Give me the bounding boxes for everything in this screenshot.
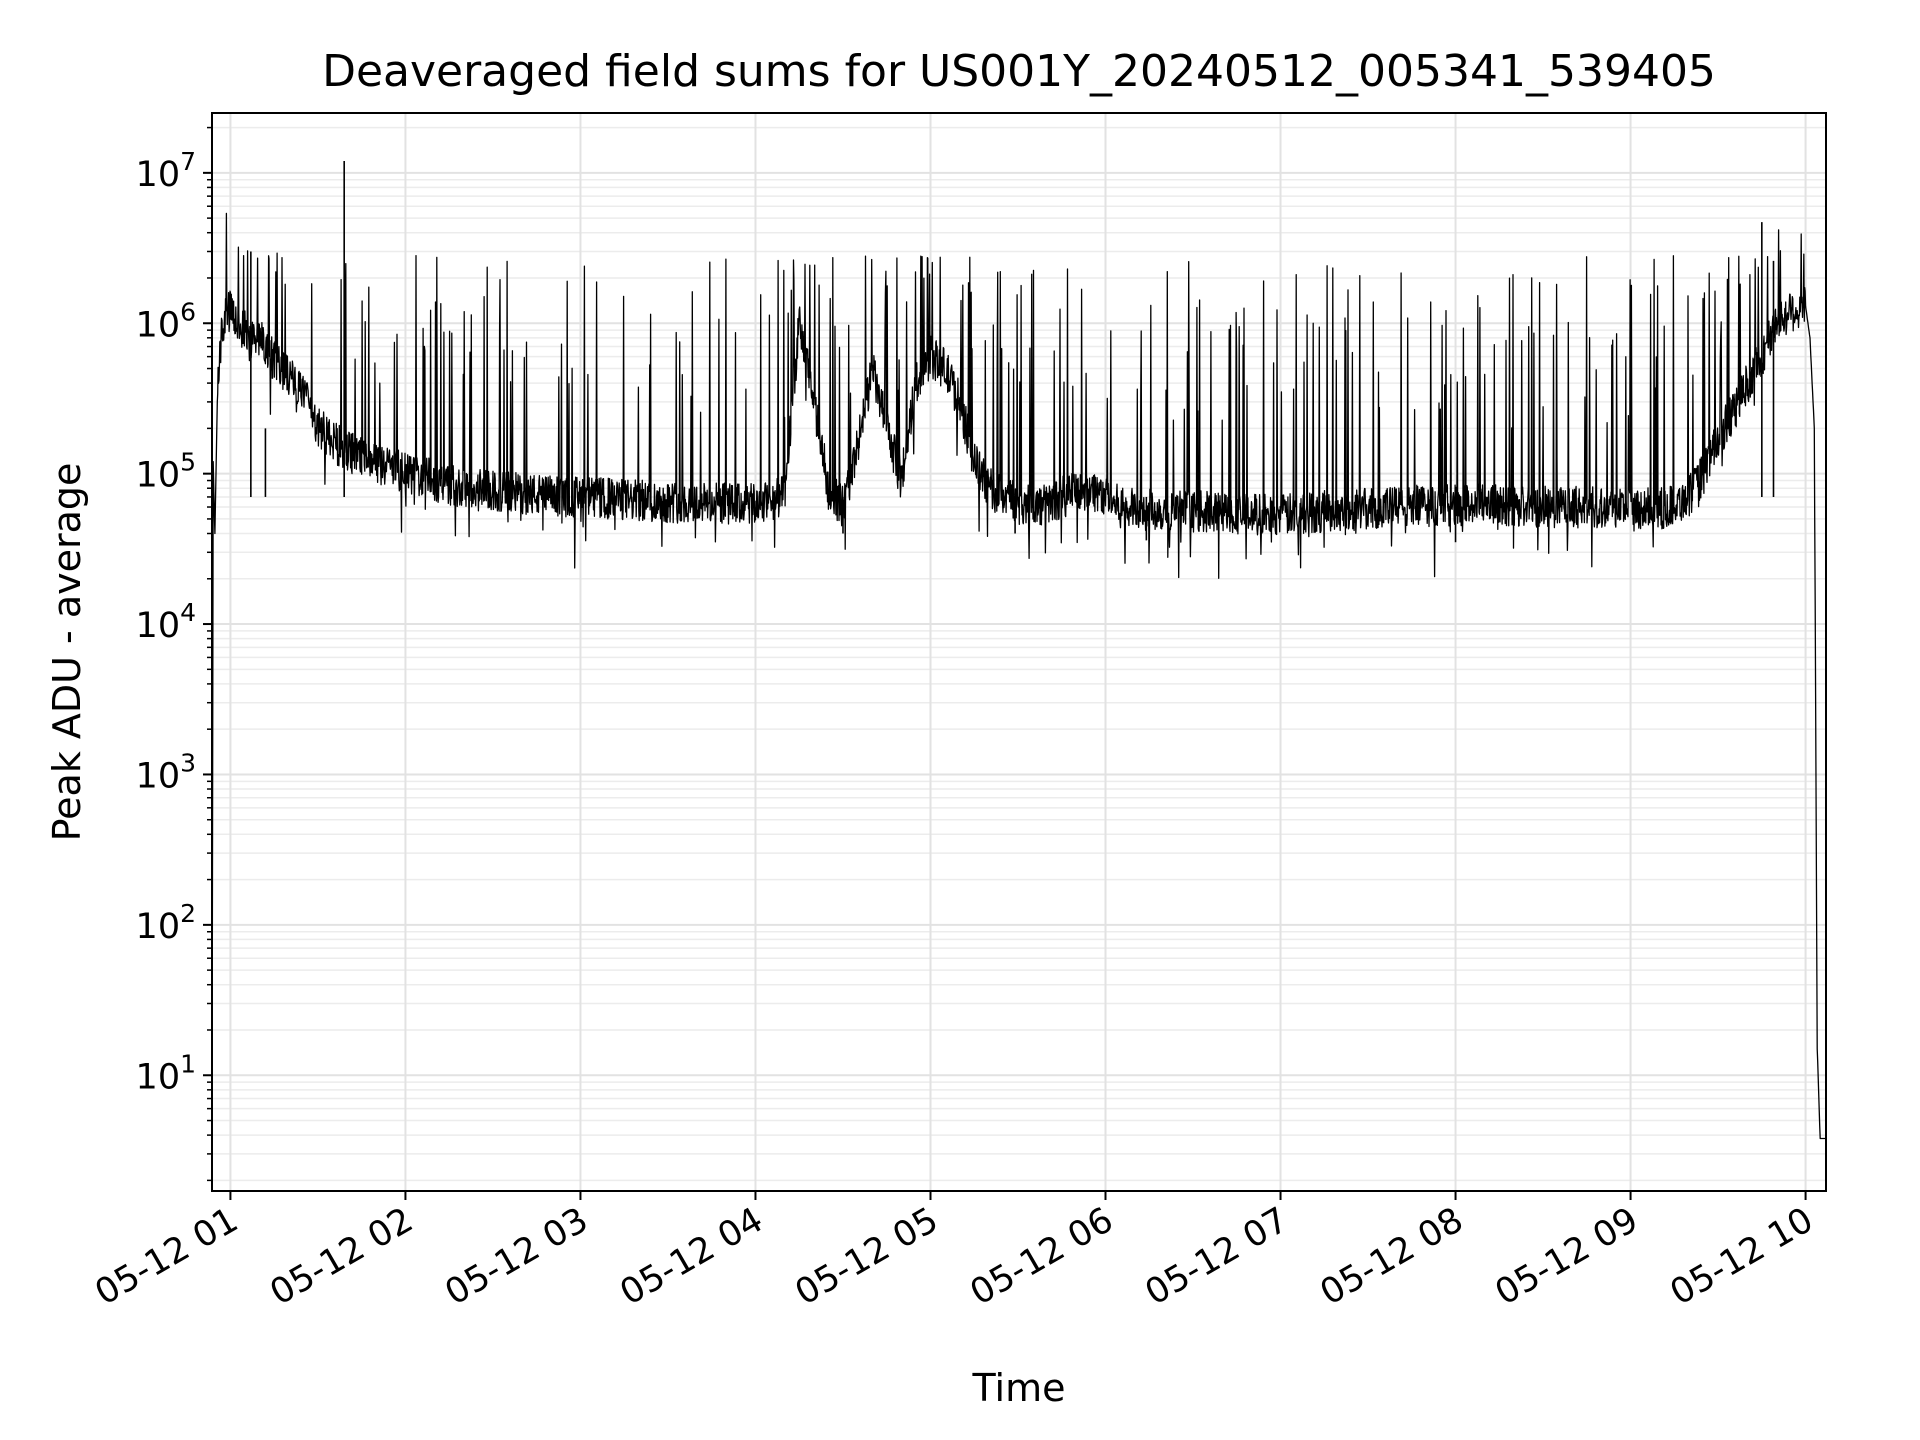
y-tick-label: 107 xyxy=(136,147,196,195)
y-tick-label: 102 xyxy=(136,899,196,947)
y-tick-label: 103 xyxy=(136,748,196,796)
y-tick-label: 104 xyxy=(136,598,196,646)
series-line xyxy=(211,212,1827,1140)
x-axis-label: Time xyxy=(972,1366,1066,1410)
y-axis-label: Peak ADU - average xyxy=(45,463,89,842)
y-axis-ticks: 101 102 103 104 105 106 107 xyxy=(136,126,212,1182)
y-tick-label: 101 xyxy=(136,1049,196,1097)
data-series xyxy=(211,160,1827,1140)
y-tick-label: 106 xyxy=(136,297,196,345)
chart-title: Deaveraged field sums for US001Y_2024051… xyxy=(322,46,1716,97)
y-tick-label: 105 xyxy=(136,448,196,496)
plot-frame xyxy=(211,112,1827,1192)
